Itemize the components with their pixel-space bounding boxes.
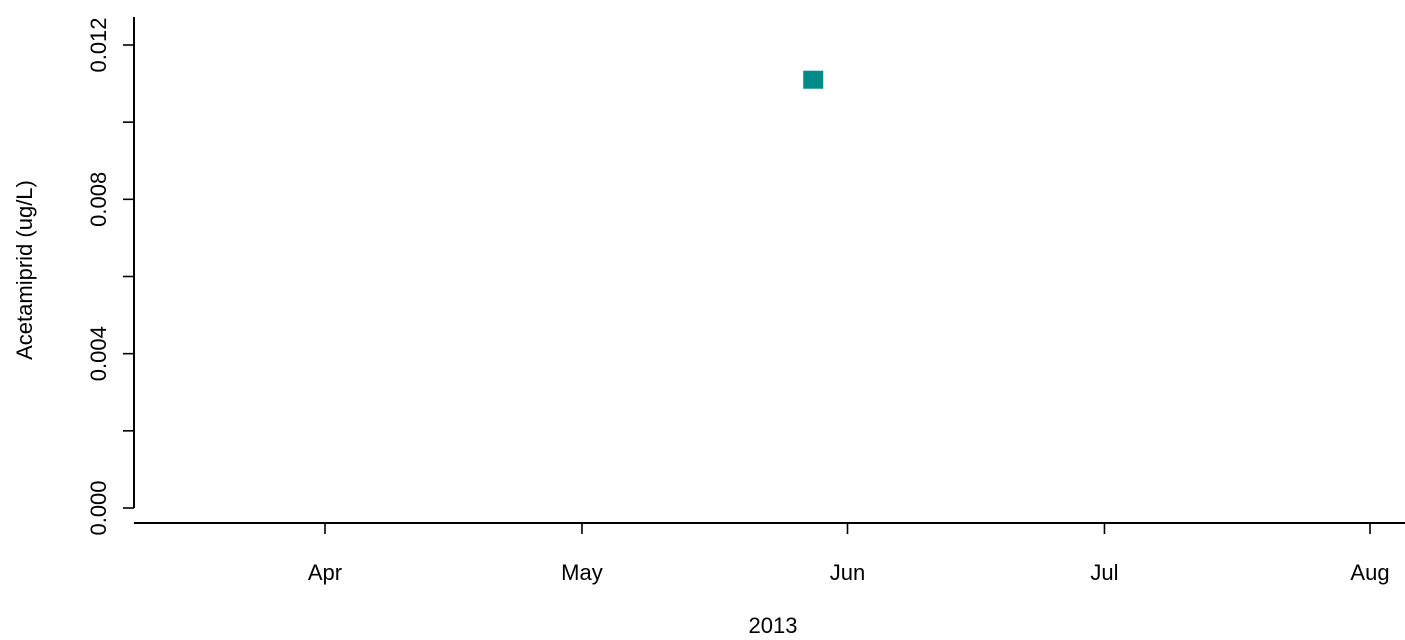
x-tick-label: May	[561, 560, 603, 585]
y-axis: 0.000 0.004 0.008 0.012	[86, 17, 135, 536]
x-axis: Apr May Jun Jul Aug	[134, 522, 1405, 585]
x-axis-title: 2013	[749, 613, 798, 638]
x-tick-label: Apr	[308, 560, 342, 585]
y-tick-label: 0.000	[86, 480, 111, 535]
y-tick-label: 0.008	[86, 172, 111, 227]
data-point	[803, 70, 824, 89]
y-tick-label: 0.004	[86, 326, 111, 381]
y-axis-title: Acetamiprid (ug/L)	[12, 180, 37, 360]
x-tick-label: Jun	[830, 560, 865, 585]
x-tick-label: Aug	[1350, 560, 1389, 585]
plot-area	[803, 70, 824, 89]
x-tick-label: Jul	[1090, 560, 1118, 585]
y-tick-label: 0.012	[86, 17, 111, 72]
